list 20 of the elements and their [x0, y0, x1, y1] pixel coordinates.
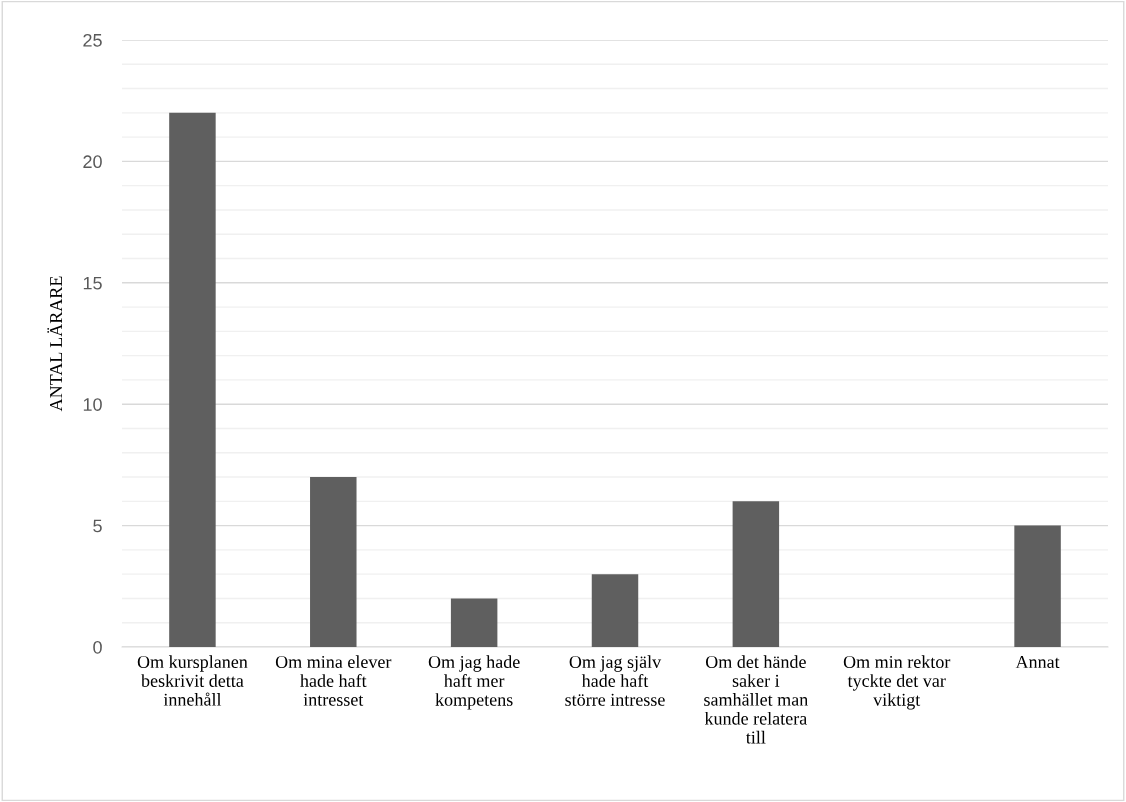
y-tick-label: 25	[83, 33, 102, 47]
x-tick-label: Om jag själv hade haft större intresse	[565, 655, 665, 706]
x-tick-label: Annat	[1015, 655, 1060, 669]
x-tick-label: Om kursplanen beskrivit detta innehåll	[137, 655, 248, 706]
x-tick-label: Om jag hade haft mer kompetens	[428, 655, 520, 710]
bar	[169, 112, 216, 647]
y-tick-label: 0	[93, 640, 102, 654]
x-tick-label: Om mina elever hade haft intresset	[275, 655, 392, 706]
x-tick-label: Om min rektor tyckte det var viktigt	[843, 655, 951, 710]
y-tick-label: 5	[93, 519, 102, 533]
x-tick-label: Om det hände saker i samhället man kunde relatera till	[704, 655, 808, 744]
bar	[310, 477, 357, 647]
bar	[591, 574, 639, 647]
bar	[450, 598, 498, 647]
y-axis-title: ANTAL LÄRARE	[47, 276, 62, 412]
bar	[1014, 525, 1061, 647]
y-tick-label: 20	[83, 155, 102, 169]
bar	[732, 501, 780, 647]
y-tick-label: 15	[83, 276, 102, 290]
y-tick-label: 10	[83, 398, 102, 411]
